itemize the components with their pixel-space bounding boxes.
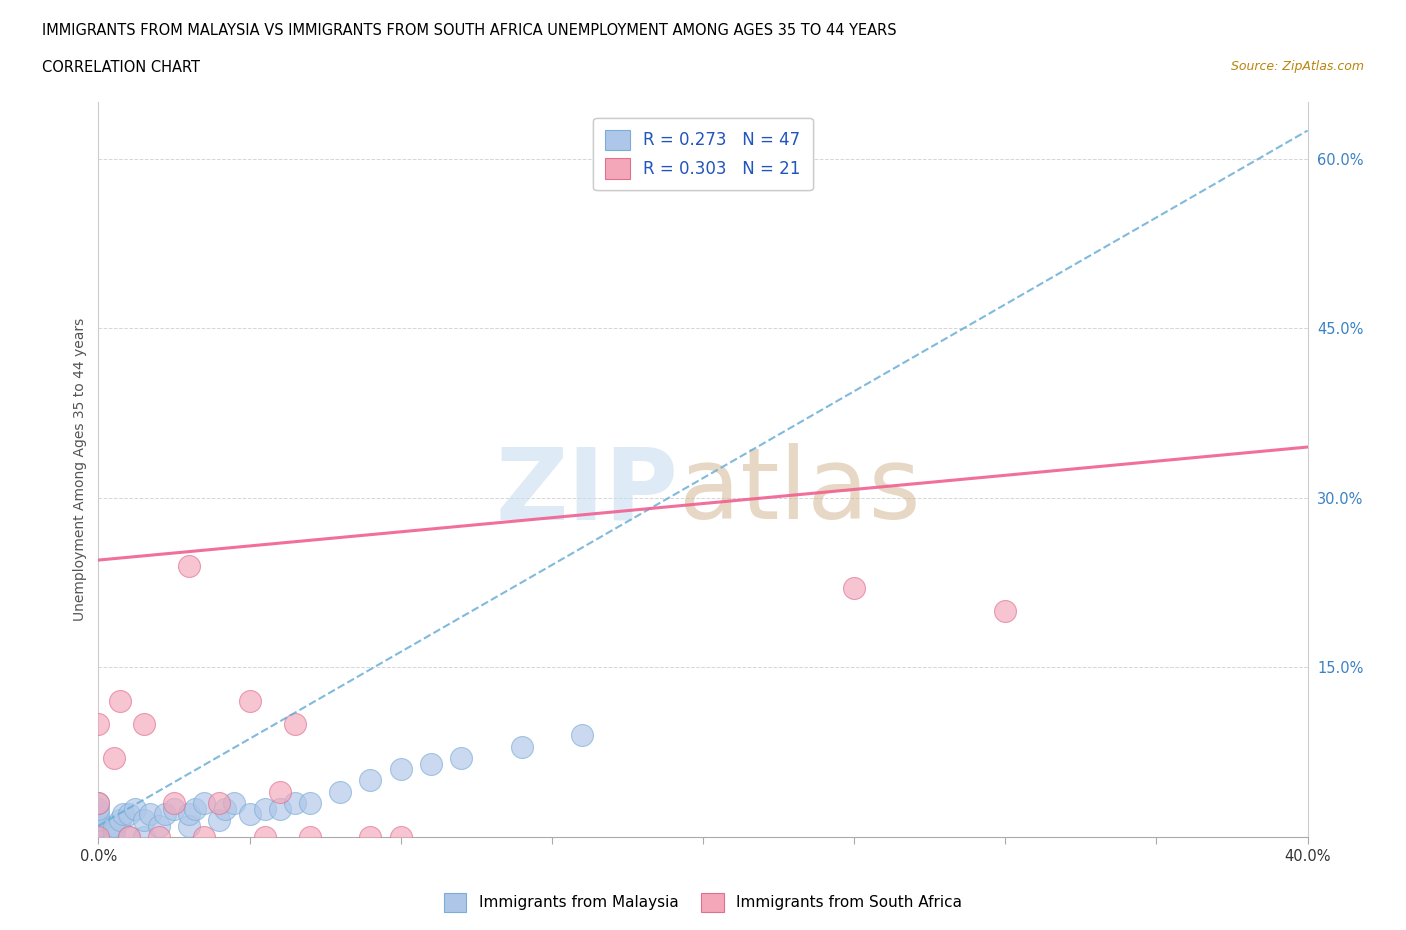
Point: [103, 824, 125, 839]
Point: [87, 830, 110, 844]
Point: [108, 813, 131, 828]
Legend: Immigrants from Malaysia, Immigrants from South Africa: Immigrants from Malaysia, Immigrants fro…: [437, 887, 969, 918]
Point: [87, 716, 110, 731]
Point: [87, 830, 110, 844]
Point: [87, 807, 110, 822]
Point: [124, 802, 146, 817]
Point: [184, 802, 207, 817]
Point: [299, 830, 322, 844]
Point: [253, 802, 276, 817]
Point: [284, 716, 307, 731]
Point: [329, 784, 352, 799]
Text: IMMIGRANTS FROM MALAYSIA VS IMMIGRANTS FROM SOUTH AFRICA UNEMPLOYMENT AMONG AGES: IMMIGRANTS FROM MALAYSIA VS IMMIGRANTS F…: [42, 23, 897, 38]
Point: [177, 807, 201, 822]
Point: [269, 802, 291, 817]
Point: [224, 796, 246, 811]
Point: [87, 818, 110, 833]
Point: [510, 739, 533, 754]
Point: [118, 807, 141, 822]
Point: [132, 813, 155, 828]
Point: [163, 802, 186, 817]
Point: [87, 802, 110, 817]
Point: [193, 796, 215, 811]
Point: [284, 796, 307, 811]
Point: [87, 820, 110, 835]
Point: [87, 824, 110, 839]
Point: [214, 802, 236, 817]
Point: [153, 807, 176, 822]
Point: [108, 694, 131, 709]
Point: [87, 796, 110, 811]
Point: [139, 807, 162, 822]
Text: Source: ZipAtlas.com: Source: ZipAtlas.com: [1230, 60, 1364, 73]
Point: [118, 830, 141, 844]
Y-axis label: Unemployment Among Ages 35 to 44 years: Unemployment Among Ages 35 to 44 years: [73, 318, 87, 621]
Point: [87, 830, 110, 844]
Point: [360, 830, 382, 844]
Point: [239, 694, 262, 709]
Point: [208, 813, 231, 828]
Point: [844, 581, 866, 596]
Legend: R = 0.273   N = 47, R = 0.303   N = 21: R = 0.273 N = 47, R = 0.303 N = 21: [593, 118, 813, 191]
Point: [148, 830, 170, 844]
Point: [208, 796, 231, 811]
Point: [111, 807, 134, 822]
Point: [193, 830, 215, 844]
Point: [994, 604, 1017, 618]
Point: [87, 830, 110, 844]
Point: [87, 830, 110, 844]
Point: [389, 762, 412, 777]
Point: [87, 813, 110, 828]
Point: [269, 784, 291, 799]
Point: [360, 773, 382, 788]
Text: atlas: atlas: [679, 444, 921, 540]
Point: [177, 818, 201, 833]
Point: [103, 818, 125, 833]
Point: [103, 751, 125, 765]
Point: [87, 830, 110, 844]
Point: [419, 756, 441, 771]
Point: [571, 728, 593, 743]
Point: [103, 830, 125, 844]
Text: CORRELATION CHART: CORRELATION CHART: [42, 60, 200, 75]
Point: [87, 796, 110, 811]
Point: [163, 796, 186, 811]
Point: [87, 830, 110, 844]
Point: [177, 558, 201, 573]
Point: [299, 796, 322, 811]
Text: ZIP: ZIP: [496, 444, 679, 540]
Point: [148, 818, 170, 833]
Point: [253, 830, 276, 844]
Point: [132, 716, 155, 731]
Point: [118, 830, 141, 844]
Point: [389, 830, 412, 844]
Point: [132, 830, 155, 844]
Point: [87, 830, 110, 844]
Point: [450, 751, 472, 765]
Point: [239, 807, 262, 822]
